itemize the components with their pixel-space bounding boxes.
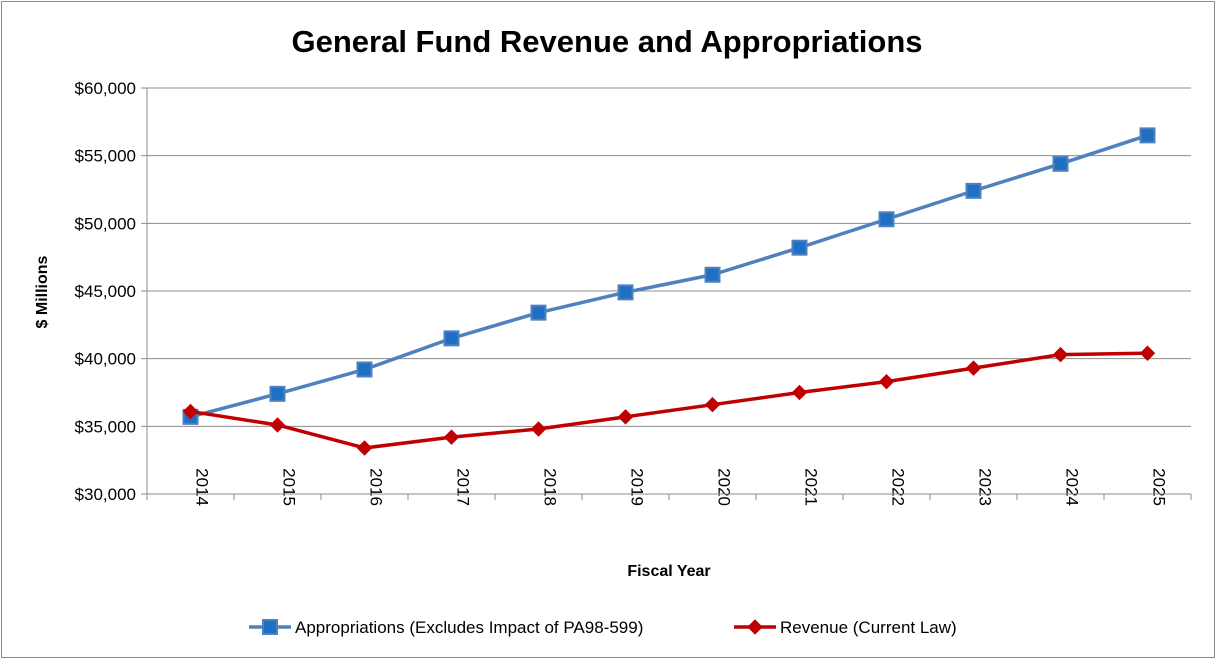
legend-swatch-marker xyxy=(747,619,763,635)
series-line xyxy=(190,133,1149,419)
data-point xyxy=(965,182,982,199)
y-axis-ticks: $30,000 $35,000 $40,000 $45,000 $50,000 $55,0… xyxy=(75,79,147,504)
x-tick-label: 2014 xyxy=(193,468,212,506)
data-point xyxy=(443,429,460,445)
y-axis-label: $ Millions xyxy=(34,255,51,328)
x-tick-label: 2022 xyxy=(889,468,908,506)
data-point xyxy=(1139,345,1156,361)
data-point xyxy=(704,396,721,413)
y-tick-label: $50,000 xyxy=(75,214,136,233)
legend-label: Appropriations (Excludes Impact of PA98-… xyxy=(295,618,643,637)
series-revenue xyxy=(182,345,1156,456)
data-point xyxy=(356,440,373,456)
series-group xyxy=(182,127,1156,456)
data-point xyxy=(443,330,460,347)
data-point xyxy=(269,417,286,433)
legend: Appropriations (Excludes Impact of PA98-… xyxy=(249,618,957,637)
y-tick-label: $45,000 xyxy=(75,282,136,301)
x-tick-label: 2024 xyxy=(1063,468,1082,506)
data-point xyxy=(878,211,895,228)
x-tick-label: 2018 xyxy=(541,468,560,506)
data-point xyxy=(617,409,634,425)
x-tick-label: 2025 xyxy=(1150,468,1169,506)
x-tick-label: 2023 xyxy=(976,468,995,506)
y-tick-label: $40,000 xyxy=(75,350,136,369)
data-point xyxy=(356,361,373,378)
data-point xyxy=(617,284,634,301)
x-tick-label: 2019 xyxy=(628,468,647,506)
x-tick-label: 2015 xyxy=(280,468,299,506)
data-point xyxy=(530,304,547,321)
x-tick-label: 2016 xyxy=(367,468,386,506)
series-appropriations xyxy=(182,127,1156,425)
x-axis-ticks: 2014 2015 2016 2017 2018 2019 2020 2021 2022 2023… xyxy=(146,468,1192,506)
series-line xyxy=(190,351,1148,450)
legend-label: Revenue (Current Law) xyxy=(780,618,957,637)
data-point xyxy=(791,384,808,401)
y-tick-label: $55,000 xyxy=(75,147,136,166)
data-point xyxy=(269,385,286,402)
legend-item: Revenue (Current Law) xyxy=(734,618,957,637)
data-point xyxy=(530,421,547,437)
data-point xyxy=(704,266,721,283)
legend-item: Appropriations (Excludes Impact of PA98-… xyxy=(249,618,643,637)
data-point xyxy=(878,373,895,390)
x-tick-label: 2017 xyxy=(454,468,473,506)
y-tick-label: $30,000 xyxy=(75,485,136,504)
data-point xyxy=(1052,155,1069,172)
legend-swatch-marker xyxy=(262,619,278,635)
y-tick-label: $60,000 xyxy=(75,79,136,98)
chart-title: General Fund Revenue and Appropriations xyxy=(292,24,923,59)
x-axis-label: Fiscal Year xyxy=(627,563,710,580)
x-tick-label: 2021 xyxy=(802,468,821,506)
data-point xyxy=(1052,346,1069,363)
data-point xyxy=(791,239,808,256)
data-point xyxy=(1139,127,1156,144)
data-point xyxy=(965,360,982,376)
axes xyxy=(146,88,1191,495)
x-tick-label: 2020 xyxy=(715,468,734,506)
y-tick-label: $35,000 xyxy=(75,417,136,436)
data-point xyxy=(182,403,199,420)
